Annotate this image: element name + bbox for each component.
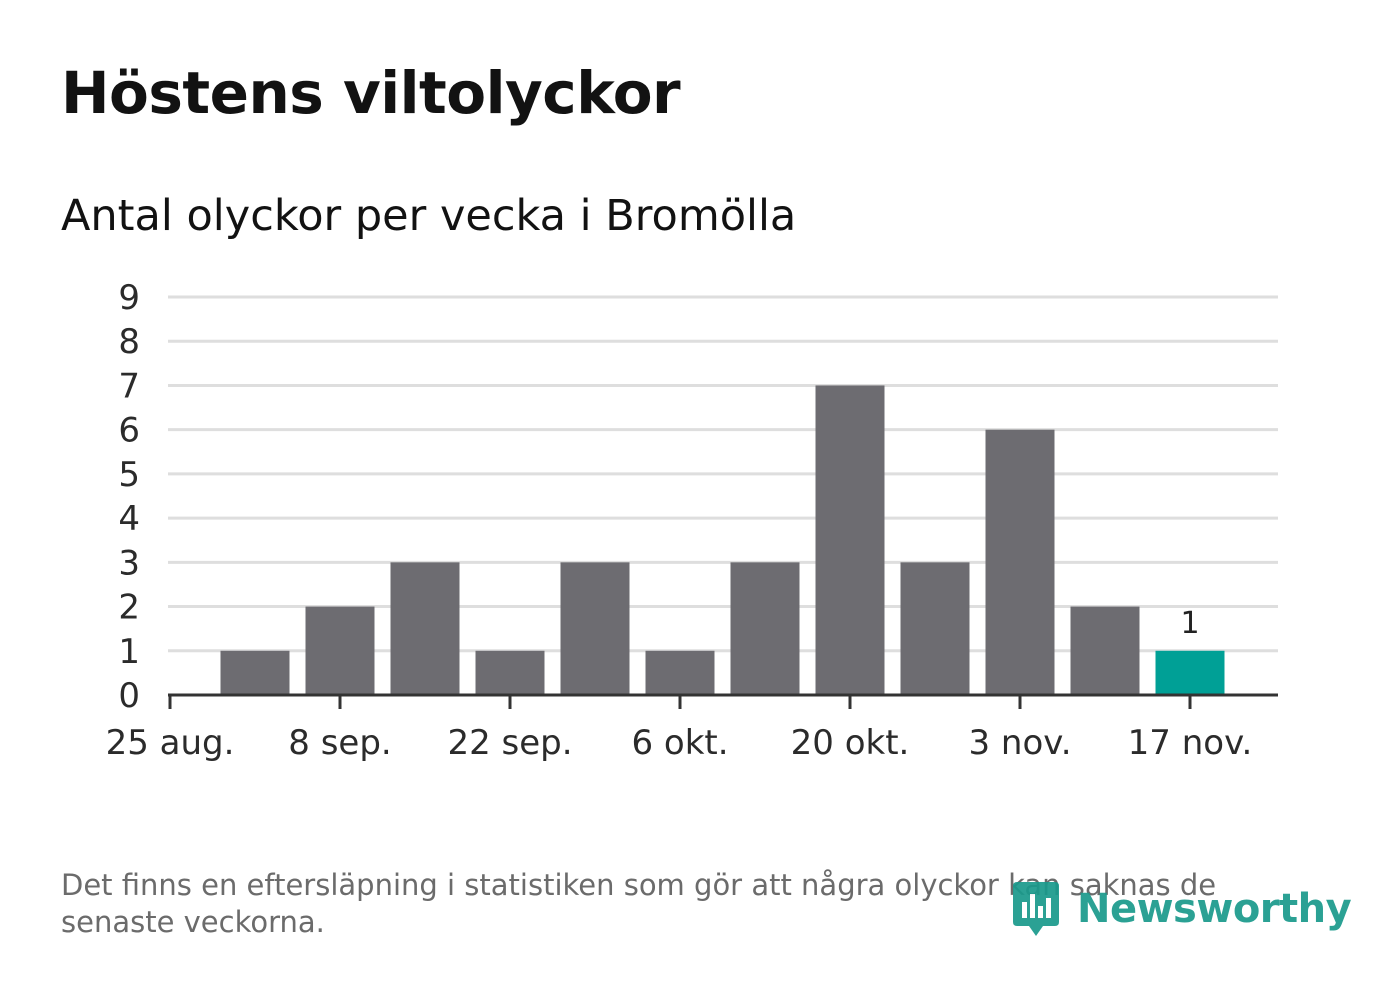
- bar: [1070, 606, 1140, 695]
- bar: [645, 650, 715, 695]
- x-axis: [168, 693, 1278, 709]
- y-tick-label: 6: [118, 411, 140, 451]
- bar-highlighted: [1155, 650, 1225, 695]
- y-tick-label: 5: [118, 455, 140, 495]
- bar: [985, 429, 1055, 695]
- bar: [305, 606, 375, 695]
- bar: [900, 562, 970, 695]
- y-tick-label: 4: [118, 499, 140, 539]
- y-tick-label: 9: [118, 278, 140, 318]
- bar: [815, 385, 885, 695]
- x-tick-label: 17 nov.: [1128, 723, 1253, 763]
- x-tick-label: 25 aug.: [106, 723, 235, 763]
- chart-title: Höstens viltolyckor: [61, 59, 681, 127]
- x-tick-label: 20 okt.: [791, 723, 910, 763]
- bar: [730, 562, 800, 695]
- x-axis-labels: 25 aug. 8 sep. 22 sep. 6 okt. 20 okt. 3 nov. 1…: [106, 723, 1253, 763]
- y-tick-label: 0: [118, 676, 140, 716]
- newsworthy-logo-icon: [1013, 882, 1059, 936]
- bar: [390, 562, 460, 695]
- y-tick-label: 8: [118, 322, 140, 362]
- chart-subtitle: Antal olyckor per vecka i Bromölla: [61, 191, 797, 241]
- bars: [220, 385, 1225, 695]
- x-tick-label: 22 sep.: [447, 723, 572, 763]
- newsworthy-logo: Newsworthy: [1011, 878, 1352, 940]
- bar: [560, 562, 630, 695]
- gridlines: [168, 295, 1278, 653]
- bar: [220, 650, 290, 695]
- y-tick-label: 2: [118, 588, 140, 628]
- x-tick-label: 3 nov.: [968, 723, 1071, 763]
- x-tick-label: 8 sep.: [288, 723, 391, 763]
- data-label-highlighted: 1: [1180, 606, 1199, 641]
- bar: [475, 650, 545, 695]
- y-tick-label: 7: [118, 366, 140, 406]
- data-labels: 1: [1180, 606, 1199, 641]
- y-tick-label: 3: [118, 543, 140, 583]
- logo-text: Newsworthy: [1077, 886, 1352, 932]
- x-tick-label: 6 okt.: [631, 723, 728, 763]
- y-tick-label: 1: [118, 632, 140, 672]
